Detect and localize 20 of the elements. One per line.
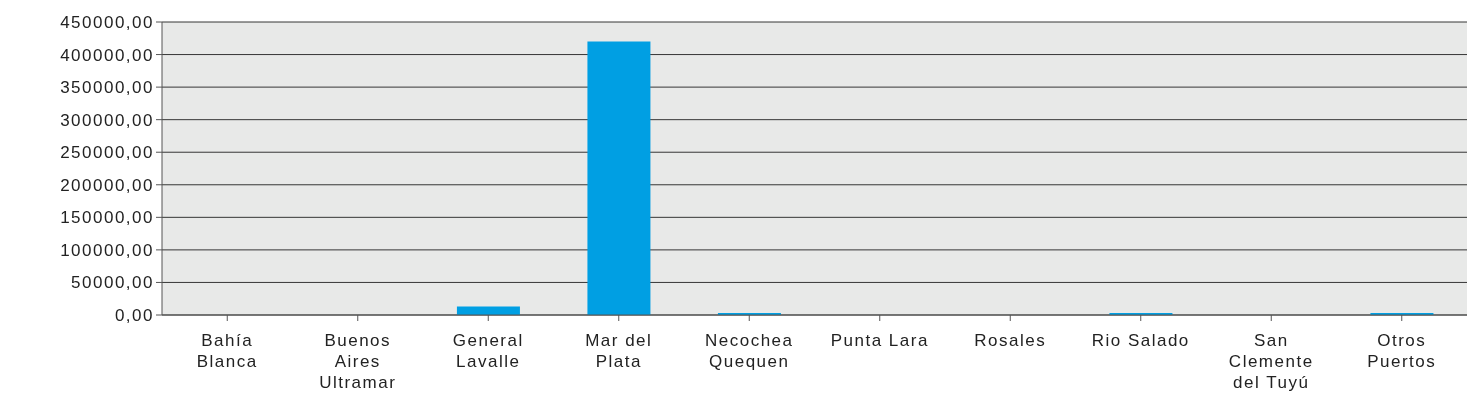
y-tick-label: 0,00: [114, 306, 154, 326]
x-tick-label: Rio Salado: [1091, 331, 1190, 350]
x-tick-label: Bahía Blanca: [196, 331, 258, 371]
y-tick-label: 450000,00: [60, 13, 154, 33]
x-tick-label: General Lavalle: [452, 331, 524, 371]
x-tick-label: Mar del Plata: [585, 331, 653, 371]
y-tick-label: 100000,00: [60, 240, 154, 260]
x-tick-label: Punta Lara: [830, 331, 929, 350]
y-tick-label: 200000,00: [60, 175, 154, 195]
y-tick-label: 50000,00: [71, 273, 154, 293]
y-tick-label: 250000,00: [60, 143, 154, 163]
y-tick-label: 150000,00: [60, 208, 154, 228]
x-tick-label: Necochea Quequen: [704, 331, 794, 371]
x-tick-label: Otros Puertos: [1367, 331, 1437, 371]
y-tick-label: 300000,00: [60, 110, 154, 130]
y-tick-label: 400000,00: [60, 45, 154, 65]
x-tick-label: Rosales: [974, 331, 1047, 350]
y-tick-label: 350000,00: [60, 78, 154, 98]
x-tick-label: Buenos Aires Ultramar: [319, 331, 397, 392]
x-tick-label: San Clemente del Tuyú: [1228, 331, 1314, 392]
